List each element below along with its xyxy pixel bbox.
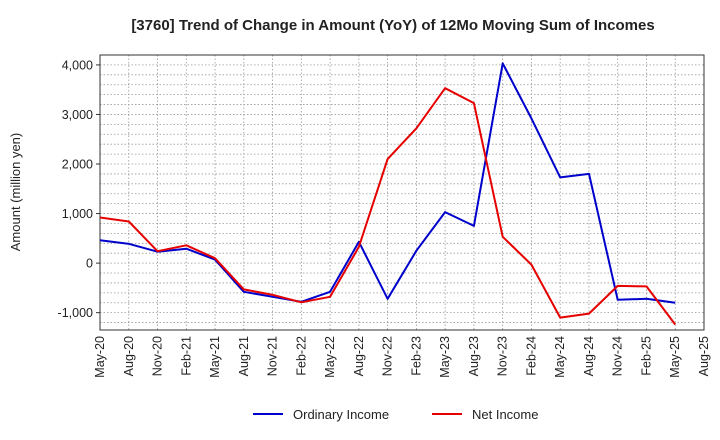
series-line-ordinary-income <box>99 62 676 304</box>
x-tick-label: Nov-20 <box>151 336 165 376</box>
x-tick-label: Nov-22 <box>381 336 395 376</box>
y-tick-label: 2,000 <box>62 158 93 172</box>
x-tick-label: Feb-23 <box>409 336 423 376</box>
x-tick-label: May-23 <box>438 336 452 378</box>
x-tick-label: Aug-24 <box>582 336 596 376</box>
x-tick-label: May-20 <box>93 336 107 378</box>
chart-title: [3760] Trend of Change in Amount (YoY) o… <box>131 17 654 34</box>
y-tick-label: 3,000 <box>62 108 93 122</box>
legend: Ordinary Income Net Income <box>253 407 538 422</box>
x-tick-label: Feb-22 <box>294 336 308 376</box>
y-tick-label: 0 <box>86 257 93 271</box>
series-line-net-income <box>99 87 676 326</box>
x-tick-label: Feb-25 <box>639 336 653 376</box>
x-tick-label: May-21 <box>208 336 222 378</box>
x-tick-label: Aug-22 <box>352 336 366 376</box>
x-tick-label: Aug-25 <box>697 336 711 376</box>
x-axis: May-20 Aug-20 Nov-20 Feb-21 May-21 Aug-21 Nov-… <box>93 336 711 378</box>
legend-label-ordinary-income: Ordinary Income <box>293 407 389 422</box>
legend-label-net-income: Net Income <box>472 407 538 422</box>
x-tick-label: Aug-21 <box>237 336 251 376</box>
y-tick-label: -1,000 <box>58 306 93 320</box>
x-tick-label: Feb-24 <box>524 336 538 376</box>
y-axis-label: Amount (million yen) <box>8 133 23 252</box>
x-tick-label: Aug-23 <box>467 336 481 376</box>
x-tick-label: May-22 <box>323 336 337 378</box>
y-tick-label: 4,000 <box>62 58 93 72</box>
y-tick-label: 1,000 <box>62 207 93 221</box>
x-tick-label: Nov-21 <box>266 336 280 376</box>
x-tick-label: May-25 <box>668 336 682 378</box>
y-axis: -1,000 0 1,000 2,000 3,000 4,000 <box>58 58 100 320</box>
x-tick-label: May-24 <box>553 336 567 378</box>
x-tick-label: Nov-23 <box>496 336 510 376</box>
x-tick-label: Nov-24 <box>611 336 625 376</box>
series-layer <box>99 62 676 326</box>
x-tick-label: Aug-20 <box>122 336 136 376</box>
x-tick-label: Feb-21 <box>179 336 193 376</box>
plot-frame <box>99 54 705 331</box>
